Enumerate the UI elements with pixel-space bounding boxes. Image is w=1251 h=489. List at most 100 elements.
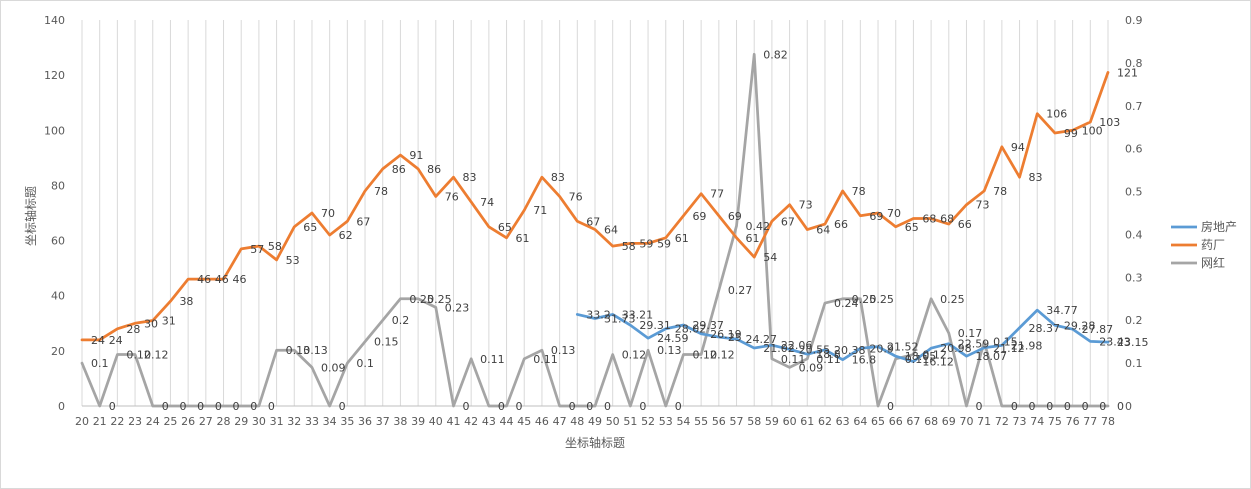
data-label: 64 <box>816 224 830 237</box>
data-label: 0 <box>268 400 275 413</box>
data-label: 77 <box>710 188 724 201</box>
y-tick-label: 140 <box>44 14 65 27</box>
data-label: 0 <box>250 400 257 413</box>
x-axis-title: 坐标轴标题 <box>565 435 625 450</box>
data-label: 0.12 <box>922 349 947 362</box>
data-label: 20.55 <box>799 343 831 356</box>
data-label: 65 <box>498 221 512 234</box>
x-tick-label: 58 <box>747 415 761 428</box>
data-label: 29.28 <box>1064 319 1096 332</box>
data-label: 0.11 <box>781 353 806 366</box>
data-label: 67 <box>356 215 370 228</box>
data-label: 0.82 <box>763 48 788 61</box>
data-label: 20.38 <box>834 344 866 357</box>
data-label: 86 <box>392 163 406 176</box>
legend-label: 房地产 <box>1201 219 1237 234</box>
data-label: 0 <box>675 400 682 413</box>
x-tick-label: 21 <box>93 415 107 428</box>
data-label: 78 <box>993 185 1007 198</box>
x-tick-label: 44 <box>500 415 514 428</box>
x-tick-label: 65 <box>871 415 885 428</box>
data-label: 0 <box>109 400 116 413</box>
data-label: 0 <box>215 400 222 413</box>
legend-label: 网红 <box>1201 255 1225 270</box>
data-label: 24 <box>91 334 105 347</box>
data-label: 22.06 <box>781 339 813 352</box>
data-label: 0 <box>1099 400 1106 413</box>
data-label: 46 <box>215 273 229 286</box>
data-label: 91 <box>409 149 423 162</box>
series-lines <box>80 52 1110 408</box>
x-tick-label: 45 <box>517 415 531 428</box>
x-tick-label: 69 <box>942 415 956 428</box>
x-tick-label: 54 <box>676 415 690 428</box>
x-tick-label: 23 <box>128 415 142 428</box>
data-label: 16.8 <box>852 354 877 367</box>
x-tick-label: 42 <box>464 415 478 428</box>
x-tick-label: 56 <box>712 415 726 428</box>
data-label: 33.2 <box>586 308 611 321</box>
data-label: 71 <box>533 204 547 217</box>
x-tick-label: 52 <box>641 415 655 428</box>
data-label: 18.8 <box>816 348 841 361</box>
data-label: 0.09 <box>321 361 346 374</box>
x-tick-label: 48 <box>570 415 584 428</box>
x-tick-label: 32 <box>287 415 301 428</box>
x-tick-label: 39 <box>411 415 425 428</box>
x-tick-label: 29 <box>234 415 248 428</box>
y2-tick-label: 0.5 <box>1125 186 1143 199</box>
data-label: 23.43 <box>1099 335 1131 348</box>
data-label: 0.17 <box>958 327 983 340</box>
data-label: 0.09 <box>799 361 824 374</box>
data-label: 0.13 <box>303 344 328 357</box>
data-label: 0 <box>197 400 204 413</box>
data-label: 0 <box>462 400 469 413</box>
data-label: 0.42 <box>746 220 771 233</box>
data-label: 23.15 <box>1117 336 1149 349</box>
y2-tick-label: 0.1 <box>1125 357 1143 370</box>
y-tick-label: 80 <box>51 179 65 192</box>
data-label: 76 <box>445 190 459 203</box>
data-label: 0.15 <box>374 336 399 349</box>
x-tick-label: 60 <box>783 415 797 428</box>
x-tick-label: 71 <box>977 415 991 428</box>
x-tick-label: 51 <box>623 415 637 428</box>
data-label: 69 <box>869 210 883 223</box>
x-tick-label: 73 <box>1013 415 1027 428</box>
data-label: 0 <box>586 400 593 413</box>
y2-tick-label: 0.6 <box>1125 143 1143 156</box>
y-tick-label: 40 <box>51 290 65 303</box>
data-label: 30 <box>144 317 158 330</box>
y2-tick-label: 0.8 <box>1125 57 1143 70</box>
x-tick-label: 37 <box>376 415 390 428</box>
data-label: 31.73 <box>604 313 636 326</box>
y-axis-title: 坐标轴标题 <box>23 186 38 246</box>
data-label: 94 <box>1011 141 1025 154</box>
data-label: 0.25 <box>940 293 965 306</box>
y-tick-label: 120 <box>44 69 65 82</box>
data-label: 33.21 <box>622 308 654 321</box>
x-tick-label: 50 <box>606 415 620 428</box>
data-label: 46 <box>197 273 211 286</box>
data-label: 0.23 <box>445 301 470 314</box>
data-label: 65 <box>303 221 317 234</box>
x-tick-label: 27 <box>199 415 213 428</box>
x-tick-label: 33 <box>305 415 319 428</box>
x-tick-label: 61 <box>800 415 814 428</box>
data-label: 0.24 <box>834 297 859 310</box>
x-tick-label: 75 <box>1048 415 1062 428</box>
data-label: 0 <box>1117 400 1124 413</box>
data-label: 34.77 <box>1046 304 1078 317</box>
data-label: 74 <box>480 196 494 209</box>
data-label: 0.1 <box>91 357 109 370</box>
y2-tick-label: 0.4 <box>1125 228 1143 241</box>
x-tick-label: 24 <box>146 415 160 428</box>
data-label: 86 <box>427 163 441 176</box>
x-tick-label: 67 <box>906 415 920 428</box>
x-tick-label: 25 <box>163 415 177 428</box>
data-label: 68 <box>922 213 936 226</box>
x-tick-label: 47 <box>553 415 567 428</box>
x-tick-label: 59 <box>765 415 779 428</box>
data-label: 73 <box>799 199 813 212</box>
